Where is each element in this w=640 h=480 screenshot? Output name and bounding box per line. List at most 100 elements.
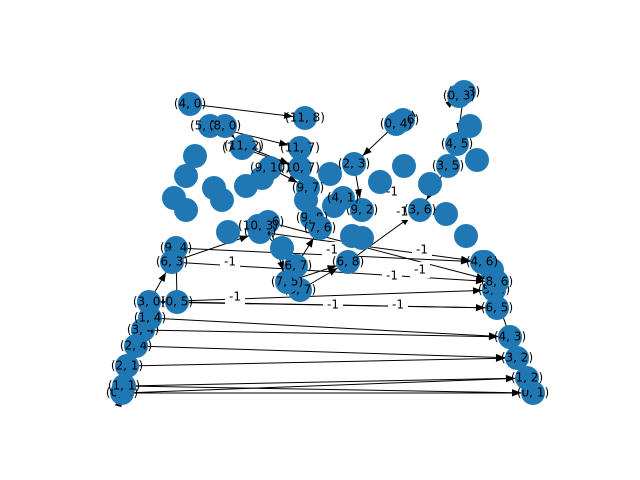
edge-weight-label: -1 [412, 242, 432, 258]
edge [259, 231, 483, 263]
node-label: (4, 0) [174, 97, 206, 111]
graph-node: (7, 6) [304, 216, 336, 240]
edge [123, 377, 528, 387]
edge-arrowhead [488, 332, 499, 340]
node-label: (7, 6) [304, 221, 336, 235]
graph-node: (4, 1) [327, 186, 359, 210]
edge-weight-label: -1 [322, 242, 342, 258]
graph-node: (4, 5) [441, 132, 473, 156]
edge [267, 221, 498, 283]
graph-node [174, 164, 198, 188]
node-label: (4, 5) [441, 137, 473, 151]
edge-weight-label: -1 [220, 254, 240, 270]
svg-text:-1: -1 [392, 298, 404, 312]
svg-text:-1: -1 [327, 298, 339, 312]
graph-node [183, 144, 207, 168]
edge-arrowhead [287, 175, 298, 183]
edge [142, 329, 511, 338]
node-label: (11, 2) [224, 139, 264, 153]
graph-node: (6, 3) [156, 250, 188, 274]
node-label: (2, 3) [338, 157, 370, 171]
edge-weight-label: -1 [392, 204, 412, 220]
node-label: (11, 8) [285, 111, 325, 125]
edge [121, 377, 528, 394]
node-label: (7, 5) [271, 275, 303, 289]
node-label: (11, 7) [280, 141, 320, 155]
edge-arrowhead [283, 111, 294, 119]
graph-node: (3, 2) [501, 346, 533, 370]
edge-arrowhead [362, 146, 372, 156]
edge-arrowhead [475, 273, 486, 281]
graph-node [162, 186, 186, 210]
edge-weight-label: -1 [323, 297, 343, 313]
node-label: (10, 3) [238, 219, 278, 233]
graph-node: (8, 0) [209, 114, 241, 138]
edge-arrowhead [511, 389, 522, 397]
graph-node [340, 224, 364, 248]
node-label: (1, 2) [511, 371, 543, 385]
graph-node [202, 176, 226, 200]
node-label: (2, 1) [111, 359, 143, 373]
graph-node: (2, 1) [111, 354, 143, 378]
graph-node [465, 148, 489, 172]
graph-node: (10, 3) [238, 214, 278, 238]
graph-node: (3, 6) [404, 198, 436, 222]
svg-text:-1: -1 [326, 243, 338, 257]
graph-node [318, 162, 342, 186]
node-label: (1, 1) [108, 379, 140, 393]
node-label: (3, 0) [133, 295, 165, 309]
graph-node: (2, 3) [338, 152, 370, 176]
graph-node: (3, 5) [432, 154, 464, 178]
graph-node: (0, 3) [443, 84, 475, 108]
graph-node: (6, 5) [481, 296, 513, 320]
graph-node: (0, 4) [380, 112, 412, 136]
graph-node: (1, 1) [108, 374, 140, 398]
node-label: (4, 1) [327, 191, 359, 205]
node-label: (6, 3) [156, 255, 188, 269]
edge-weight-label: -1 [410, 262, 430, 278]
edge [149, 317, 511, 338]
svg-text:-1: -1 [414, 263, 426, 277]
edge-weight-label: -1 [388, 297, 408, 313]
graph-node [454, 224, 478, 248]
node-label: (3, 5) [432, 159, 464, 173]
node-label: (0, 5) [161, 295, 193, 309]
edge-weight-label: -1 [382, 268, 402, 284]
edge-arrowhead [475, 304, 486, 312]
graph-node: (11, 8) [285, 106, 325, 130]
graph-node [458, 114, 482, 138]
svg-text:-1: -1 [396, 205, 408, 219]
svg-text:-1: -1 [229, 290, 241, 304]
node-label: (0, 3) [443, 89, 475, 103]
graph-node: (11, 7) [280, 136, 320, 160]
svg-text:-1: -1 [224, 255, 236, 269]
graph-node: (6, 7) [280, 254, 312, 278]
graph-node: (9, 2) [346, 198, 378, 222]
graph-node: (6, 8) [332, 250, 364, 274]
node-label: (9, 7) [292, 181, 324, 195]
node-label: (6, 8) [332, 255, 364, 269]
graph-node: (0, 5) [161, 290, 193, 314]
node-label: (4, 6) [466, 255, 498, 269]
node-label: (3, 2) [501, 351, 533, 365]
node-label: (9, 10) [250, 161, 290, 175]
node-label: (4, 3) [494, 330, 526, 344]
node-label: (6, 5) [481, 301, 513, 315]
node-label: (10, 7) [280, 161, 320, 175]
graph-node [216, 220, 240, 244]
graph-node [270, 236, 294, 260]
edge-arrowhead [238, 235, 249, 243]
edge-arrowhead [305, 238, 314, 248]
svg-text:-1: -1 [386, 269, 398, 283]
edge [126, 357, 518, 367]
node-label: (3, 6) [404, 203, 436, 217]
graph-node [434, 202, 458, 226]
node-label: (9, 2) [346, 203, 378, 217]
edge-arrowhead [505, 374, 516, 382]
graph-node: (4, 6) [466, 250, 498, 274]
graph-node [418, 172, 442, 196]
edge-arrowhead [354, 188, 362, 199]
node-label: (8, 6) [481, 275, 513, 289]
svg-text:-1: -1 [416, 243, 428, 257]
